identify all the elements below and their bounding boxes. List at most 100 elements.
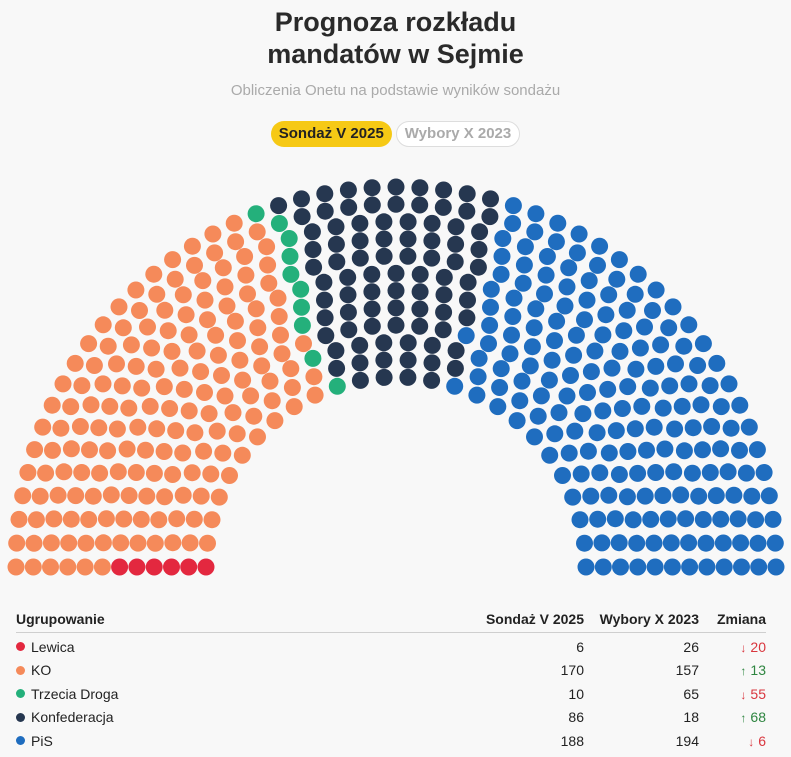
seat-konfederacja — [351, 232, 369, 250]
seat-pis — [662, 534, 680, 552]
seat-ko — [146, 534, 164, 552]
tab-election-2023[interactable]: Wybory X 2023 — [395, 121, 521, 147]
seat-pis — [578, 291, 596, 309]
seat-lewica — [128, 558, 146, 576]
seat-pis — [541, 446, 559, 464]
seat-pis — [562, 367, 579, 384]
seat-pis — [689, 357, 707, 374]
seat-ko — [122, 336, 140, 354]
seat-pis — [610, 534, 628, 552]
header-poll: Sondaż V 2025 — [485, 611, 584, 627]
seat-ko — [109, 463, 127, 481]
seat-ko — [253, 357, 271, 375]
seat-pis — [675, 442, 693, 460]
seat-konfederacja — [423, 249, 441, 267]
seat-ko — [156, 301, 174, 319]
seat-ko — [159, 322, 177, 340]
seat-pis — [503, 326, 520, 344]
seat-ko — [282, 360, 300, 378]
seat-ko — [214, 259, 232, 277]
seat-konfederacja — [363, 283, 381, 301]
seat-pis — [626, 420, 644, 438]
seat-pis — [654, 487, 672, 504]
seat-pis — [594, 558, 612, 576]
seat-ko — [167, 422, 185, 440]
seat-pis — [647, 357, 665, 375]
seat-pis — [733, 558, 750, 576]
seat-ko — [145, 265, 163, 283]
seat-ko — [306, 386, 324, 404]
seat-change: ↓ 55 — [699, 686, 766, 702]
seat-ko — [19, 464, 37, 481]
seat-konfederacja — [458, 309, 476, 327]
seat-ko — [62, 440, 80, 458]
seat-konfederacja — [351, 336, 369, 354]
seat-ko — [81, 441, 98, 459]
seat-ko — [127, 281, 145, 299]
seat-pis — [652, 336, 670, 354]
seat-ko — [227, 233, 245, 251]
seat-pis — [641, 379, 659, 397]
seat-konfederacja — [363, 196, 381, 214]
seat-ko — [161, 400, 179, 417]
title-line-2: mandatów w Sejmie — [267, 39, 524, 69]
seat-ko — [84, 487, 102, 505]
tab-poll-2025[interactable]: Sondaż V 2025 — [270, 121, 392, 147]
seat-pis — [536, 285, 553, 303]
seat-pis — [659, 510, 677, 528]
seat-pis — [629, 464, 647, 482]
seat-konfederacja — [469, 258, 487, 276]
seat-ko — [129, 418, 147, 436]
seat-konfederacja — [423, 214, 441, 232]
seat-ko — [42, 534, 60, 552]
seat-pis — [597, 306, 615, 324]
seat-konfederacja — [293, 208, 311, 226]
party-name: Lewica — [31, 638, 75, 655]
seat-konfederacja — [387, 195, 405, 213]
seat-pis — [594, 402, 612, 420]
seat-pis — [532, 387, 550, 405]
seat-pis — [560, 259, 578, 277]
seat-pis — [629, 558, 647, 576]
seat-ko — [114, 319, 132, 337]
seat-ko — [76, 558, 94, 576]
seat-ko — [101, 397, 119, 415]
seat-ko — [258, 238, 276, 256]
seat-pis — [673, 397, 691, 415]
seat-konfederacja — [399, 213, 417, 231]
seat-ko — [141, 397, 159, 415]
seat-pis — [680, 375, 698, 393]
seat-pis — [618, 301, 636, 319]
seat-pis — [564, 488, 582, 506]
seat-ko — [27, 511, 45, 529]
seat-konfederacja — [458, 185, 476, 203]
seat-ko — [266, 412, 284, 430]
seat-konfederacja — [423, 336, 441, 354]
seat-lewica — [163, 558, 180, 576]
seat-pis — [663, 558, 681, 576]
seat-pis — [599, 380, 617, 398]
seat-konfederacja — [411, 179, 429, 197]
seat-pis — [529, 407, 547, 425]
seat-pis — [547, 233, 565, 251]
seat-pis — [600, 486, 618, 504]
seat-trzecia-droga — [270, 215, 288, 232]
poll-seats: 6 — [576, 638, 584, 655]
party-color-dot — [16, 736, 25, 746]
seat-konfederacja — [317, 327, 335, 345]
seat-ko — [138, 487, 156, 505]
seat-pis — [504, 197, 522, 215]
seat-pis — [618, 488, 636, 506]
seat-ko — [73, 377, 91, 395]
seat-table: Ugrupowanie Sondaż V 2025 Wybory X 2023 … — [16, 606, 766, 753]
seat-pis — [619, 443, 637, 460]
seat-ko — [174, 444, 192, 462]
seat-konfederacja — [387, 316, 405, 334]
seat-pis — [743, 487, 761, 505]
seat-pis — [610, 251, 628, 269]
seat-ko — [208, 422, 226, 440]
seat-pis — [538, 248, 556, 265]
seat-konfederacja — [351, 214, 369, 232]
election-seats: 65 — [683, 685, 699, 702]
seat-pis — [692, 396, 710, 414]
